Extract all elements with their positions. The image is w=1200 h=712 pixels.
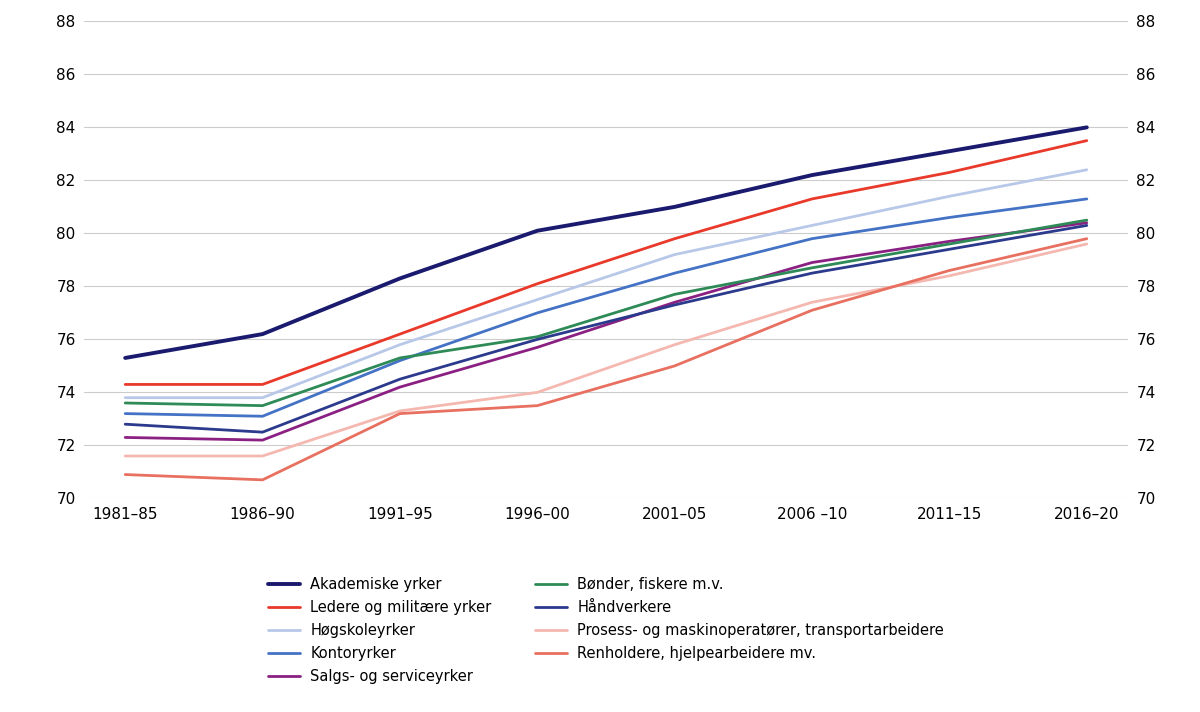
Salgs- og serviceyrker [392,383,407,392]
Høgskoleyrker [805,221,820,230]
Håndverkere [530,335,545,344]
Kontoryrker [256,412,270,421]
Akademiske yrker [256,330,270,338]
Line: Akademiske yrker: Akademiske yrker [125,127,1087,358]
Salgs- og serviceyrker [1080,219,1094,227]
Renholdere, hjelpearbeidere mv. [667,362,682,370]
Line: Salgs- og serviceyrker: Salgs- og serviceyrker [125,223,1087,440]
Ledere og militære yrker [256,380,270,389]
Håndverkere [805,269,820,278]
Akademiske yrker [530,226,545,235]
Renholdere, hjelpearbeidere mv. [118,470,132,478]
Kontoryrker [667,269,682,278]
Renholdere, hjelpearbeidere mv. [805,306,820,315]
Ledere og militære yrker [392,330,407,338]
Kontoryrker [530,308,545,317]
Line: Renholdere, hjelpearbeidere mv.: Renholdere, hjelpearbeidere mv. [125,239,1087,480]
Høgskoleyrker [530,295,545,304]
Prosess- og maskinoperatører, transportarbeidere [118,451,132,460]
Prosess- og maskinoperatører, transportarbeidere [942,271,956,280]
Bønder, fiskere m.v. [1080,216,1094,224]
Høgskoleyrker [256,394,270,402]
Salgs- og serviceyrker [118,433,132,441]
Ledere og militære yrker [805,194,820,203]
Kontoryrker [392,356,407,365]
Line: Kontoryrker: Kontoryrker [125,199,1087,417]
Håndverkere [256,428,270,436]
Håndverkere [392,375,407,383]
Kontoryrker [118,409,132,418]
Prosess- og maskinoperatører, transportarbeidere [805,298,820,307]
Renholdere, hjelpearbeidere mv. [942,266,956,275]
Høgskoleyrker [667,251,682,259]
Renholdere, hjelpearbeidere mv. [1080,234,1094,243]
Akademiske yrker [1080,123,1094,132]
Håndverkere [667,300,682,309]
Håndverkere [1080,221,1094,230]
Bønder, fiskere m.v. [392,354,407,362]
Ledere og militære yrker [942,168,956,177]
Salgs- og serviceyrker [530,343,545,352]
Bønder, fiskere m.v. [805,263,820,272]
Håndverkere [942,245,956,253]
Bønder, fiskere m.v. [942,240,956,248]
Høgskoleyrker [392,340,407,349]
Akademiske yrker [667,203,682,211]
Bønder, fiskere m.v. [530,333,545,341]
Salgs- og serviceyrker [256,436,270,444]
Line: Prosess- og maskinoperatører, transportarbeidere: Prosess- og maskinoperatører, transporta… [125,244,1087,456]
Ledere og militære yrker [530,279,545,288]
Renholdere, hjelpearbeidere mv. [530,402,545,410]
Kontoryrker [805,234,820,243]
Renholdere, hjelpearbeidere mv. [256,476,270,484]
Ledere og militære yrker [667,234,682,243]
Line: Ledere og militære yrker: Ledere og militære yrker [125,140,1087,384]
Line: Bønder, fiskere m.v.: Bønder, fiskere m.v. [125,220,1087,406]
Ledere og militære yrker [1080,136,1094,145]
Høgskoleyrker [942,192,956,201]
Prosess- og maskinoperatører, transportarbeidere [392,407,407,415]
Akademiske yrker [942,147,956,155]
Akademiske yrker [392,274,407,283]
Høgskoleyrker [1080,165,1094,174]
Akademiske yrker [118,354,132,362]
Salgs- og serviceyrker [805,258,820,267]
Line: Høgskoleyrker: Høgskoleyrker [125,169,1087,398]
Prosess- og maskinoperatører, transportarbeidere [530,388,545,397]
Salgs- og serviceyrker [942,237,956,246]
Håndverkere [118,420,132,429]
Renholdere, hjelpearbeidere mv. [392,409,407,418]
Legend: Akademiske yrker, Ledere og militære yrker, Høgskoleyrker, Kontoryrker, Salgs- o: Akademiske yrker, Ledere og militære yrk… [268,577,944,684]
Line: Håndverkere: Håndverkere [125,226,1087,432]
Bønder, fiskere m.v. [118,399,132,407]
Kontoryrker [1080,194,1094,203]
Prosess- og maskinoperatører, transportarbeidere [1080,240,1094,248]
Akademiske yrker [805,171,820,179]
Prosess- og maskinoperatører, transportarbeidere [667,340,682,349]
Prosess- og maskinoperatører, transportarbeidere [256,451,270,460]
Høgskoleyrker [118,394,132,402]
Ledere og militære yrker [118,380,132,389]
Kontoryrker [942,213,956,221]
Salgs- og serviceyrker [667,298,682,307]
Bønder, fiskere m.v. [256,402,270,410]
Bønder, fiskere m.v. [667,290,682,298]
